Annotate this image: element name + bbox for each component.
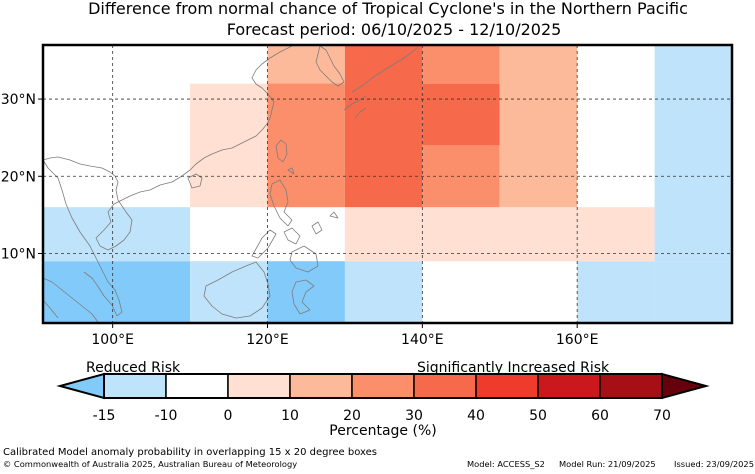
graticule	[43, 45, 732, 323]
x-tick-label: 100°E	[91, 332, 134, 348]
colorbar-segment	[599, 373, 663, 399]
colorbar-segment	[165, 373, 229, 399]
colorbar-tick-label: 70	[653, 408, 671, 424]
colorbar-tick-labels: -15 -10 0 10 20 30 40 50 60 70	[93, 408, 671, 424]
colorbar-segment	[537, 373, 601, 399]
colorbar-tick-label: 40	[467, 408, 485, 424]
colorbar-under-arrow	[56, 372, 105, 400]
footer-model: Model: ACCESS_S2	[467, 459, 545, 469]
x-tick-label: 140°E	[401, 332, 444, 348]
footer-model-run: Model Run: 21/09/2025	[559, 459, 656, 469]
colorbar-frame	[103, 373, 663, 399]
colorbar: Reduced Risk Significantly Increased Ris…	[56, 360, 710, 439]
risk-cell-1	[190, 261, 268, 323]
colorbar-segments	[103, 373, 663, 399]
map-frame	[41, 43, 734, 325]
colorbar-tick-label: 30	[405, 408, 423, 424]
footer-issued: Issued: 23/09/2025	[674, 459, 754, 469]
y-tick-label: 20°N	[1, 169, 36, 185]
risk-cell-4	[577, 261, 655, 323]
risk-cells	[43, 45, 732, 323]
longitude-axis: 100°E 120°E 140°E 160°E	[91, 323, 598, 348]
y-tick-label: 10°N	[1, 247, 36, 263]
colorbar-segment	[289, 373, 353, 399]
colorbar-tick-label: 0	[224, 408, 233, 424]
x-tick-label: 120°E	[246, 332, 289, 348]
map-panel: 100°E 120°E 140°E 160°E 30°N 20°N 10°N	[1, 43, 734, 348]
risk-cell-7	[344, 207, 655, 262]
latitude-axis: 30°N 20°N 10°N	[1, 92, 43, 263]
colorbar-segment	[227, 373, 291, 399]
colorbar-left-label: Reduced Risk	[86, 360, 181, 376]
y-tick-label: 30°N	[1, 92, 36, 108]
colorbar-tick-label: 50	[529, 408, 547, 424]
colorbar-segment	[351, 373, 415, 399]
colorbar-segment	[413, 373, 477, 399]
colorbar-tick-label: -10	[155, 408, 178, 424]
title-line-1: Difference from normal chance of Tropica…	[88, 0, 688, 18]
colorbar-over-arrow	[661, 372, 710, 400]
colorbar-tick-label: 10	[281, 408, 299, 424]
colorbar-tick-label: -15	[93, 408, 116, 424]
risk-cell-11	[344, 45, 423, 208]
title-line-2: Forecast period: 06/10/2025 - 12/10/2025	[227, 20, 562, 39]
risk-cell-13	[422, 83, 500, 146]
colorbar-axis-label: Percentage (%)	[329, 423, 436, 439]
footer-description: Calibrated Model anomaly probability in …	[3, 447, 377, 458]
colorbar-tick-label: 60	[591, 408, 609, 424]
risk-cell-14	[422, 45, 500, 84]
risk-cell-8	[654, 45, 732, 262]
colorbar-right-label: Significantly Increased Risk	[417, 360, 610, 376]
risk-cell-3	[344, 261, 423, 323]
risk-cell-9	[190, 83, 268, 208]
risk-cell-15	[499, 45, 578, 208]
coastlines	[42, 45, 419, 323]
x-tick-label: 160°E	[556, 332, 599, 348]
risk-cell-0	[43, 261, 191, 323]
colorbar-segment	[475, 373, 539, 399]
footer-copyright: © Commonwealth of Australia 2025, Austra…	[3, 459, 297, 469]
colorbar-tick-label: 20	[343, 408, 361, 424]
colorbar-segment	[103, 373, 167, 399]
risk-cell-6	[43, 207, 191, 262]
risk-cell-5	[654, 261, 732, 323]
